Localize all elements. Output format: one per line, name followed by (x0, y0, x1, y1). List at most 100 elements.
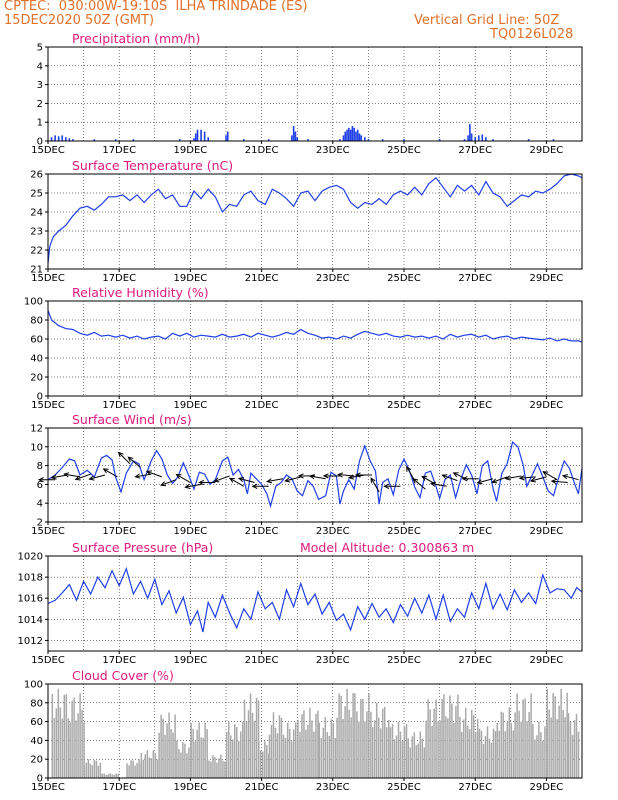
cloud-bar (490, 742, 493, 778)
cloud-bar (158, 732, 160, 778)
precip-bar (485, 137, 487, 141)
x-tick-label: 19DEC (174, 400, 208, 411)
x-tick-label: 25DEC (387, 145, 421, 156)
precip-bar (68, 138, 71, 141)
cloud-bar (83, 722, 85, 778)
y-tick-label: 26 (30, 170, 43, 181)
cloud-bar (431, 726, 433, 778)
wind-vector (198, 479, 216, 486)
cloud-bar (356, 711, 358, 778)
wind-vector (504, 475, 522, 481)
y-tick-label: 10 (30, 442, 43, 453)
cloud-bar (266, 745, 268, 778)
cloud-bar (174, 714, 176, 778)
cloud-bar (272, 712, 275, 778)
precip-bar (481, 134, 484, 141)
cloud-bar (379, 728, 382, 778)
cloud-bar (439, 720, 441, 778)
precip-bar (474, 137, 476, 141)
x-tick-label: 15DEC (31, 400, 65, 411)
x-tick-label: 21DEC (245, 526, 279, 537)
wind-vector (383, 483, 401, 489)
cloud-bar (470, 709, 473, 778)
cloud-bar (144, 754, 147, 778)
cloud-bar (196, 729, 198, 778)
cloud-bar (330, 719, 333, 778)
cloud-bar (226, 731, 228, 778)
wind-vector (237, 476, 255, 484)
cloud-bar (212, 755, 214, 778)
precip-bar (469, 124, 471, 141)
wind-vector (550, 478, 568, 485)
y-tick-label: 40 (30, 354, 43, 365)
cloud-bar (472, 715, 475, 778)
header-station: CPTEC: 030:00W-19:10S ILHA TRINDADE (ES) (4, 0, 308, 14)
precip-bar (54, 135, 56, 141)
x-tick-label: 23DEC (316, 273, 350, 284)
x-tick-label: 17DEC (102, 655, 136, 666)
cloud-bar (206, 729, 208, 778)
cloud-bar (534, 739, 536, 778)
cloud-bar (53, 718, 56, 778)
cloud-bar (514, 712, 516, 778)
y-tick-label: 1012 (18, 636, 43, 647)
cloud-bar (264, 741, 266, 778)
wind-vector (284, 476, 301, 483)
cloud-bar (562, 710, 564, 778)
cloud-bar (453, 722, 455, 778)
cloud-bar (67, 718, 70, 778)
cloud-bar (542, 740, 544, 778)
precip-bar (438, 139, 441, 141)
cloud-bar (546, 688, 548, 778)
y-tick-label: 20 (30, 373, 43, 384)
cloud-bar (566, 692, 568, 778)
x-tick-label: 23DEC (316, 400, 350, 411)
precip-bar (291, 135, 293, 141)
cloud-bar (115, 773, 117, 778)
cloud-bar (478, 728, 481, 778)
cloud-bar (451, 703, 453, 778)
cloud-bar (548, 709, 550, 778)
cloud-bar (105, 774, 107, 778)
precip-bar (196, 129, 199, 141)
cloud-bar (411, 736, 414, 778)
cloud-bar (567, 713, 570, 778)
y-tick-label: 6 (37, 480, 43, 491)
cloud-bar (528, 711, 530, 778)
cloud-bar (305, 729, 307, 778)
wind-vector (213, 475, 230, 483)
panel-2: 21 22 23 24 25 26 15DEC 17DEC 19DEC 21DEC 23DEC 25D… (30, 158, 583, 284)
x-tick-label: 19DEC (174, 273, 208, 284)
cloud-bar (101, 773, 103, 778)
cloud-bar (338, 693, 340, 778)
cloud-bar (164, 734, 166, 778)
panel-3: 0 20 40 60 80 100 15DEC 17DEC 19DEC 21DEC 23DEC 25D… (24, 285, 583, 411)
precip-bar (226, 131, 229, 141)
precip-bar (93, 139, 96, 141)
cloud-bar (190, 722, 192, 778)
cloud-bar (532, 724, 534, 778)
y-tick-label: 2 (37, 518, 43, 529)
cloud-bar (253, 720, 256, 778)
cloud-bar (103, 773, 105, 778)
cloud-bar (350, 717, 352, 778)
series-line (48, 440, 582, 509)
cloud-bar (166, 723, 168, 778)
wind-vector (63, 472, 81, 478)
cloud-bar (328, 735, 331, 778)
cloud-bar (522, 699, 524, 778)
cloud-bar (278, 715, 281, 778)
cloud-bar (488, 738, 491, 778)
wind-vector (561, 474, 579, 481)
cloud-bar (573, 720, 576, 778)
cloud-bar (423, 747, 426, 778)
cloud-bar (389, 727, 392, 778)
cloud-bar (57, 688, 60, 778)
precip-bar (351, 125, 354, 141)
x-tick-label: 25DEC (387, 782, 421, 793)
cloud-bar (466, 725, 469, 778)
precip-bar (203, 131, 206, 141)
cloud-bar (192, 728, 194, 778)
cloud-bar (294, 722, 297, 778)
